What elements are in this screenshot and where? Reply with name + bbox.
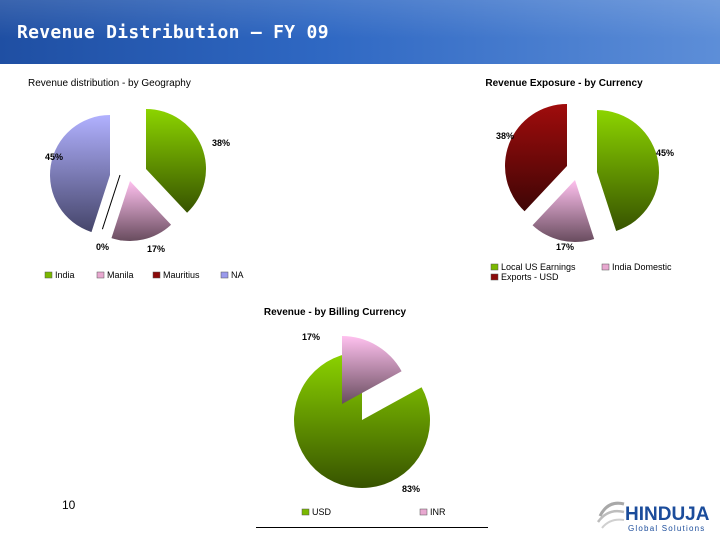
pie-slice [50, 115, 110, 233]
pie-chart-2: Revenue Exposure - by Currency 45% 17% 38% L… [485, 78, 674, 282]
pie-slice [342, 336, 402, 404]
legend-swatch [419, 508, 428, 516]
pie-slice [505, 104, 567, 212]
legend-swatch [220, 271, 229, 279]
pie-slice [294, 352, 431, 489]
legend-swatch [44, 271, 53, 279]
page-number: 10 [62, 498, 76, 512]
header-gloss [0, 0, 720, 64]
logo-wordmark: HINDUJA [625, 504, 710, 525]
legend-label: India Domestic [612, 262, 672, 272]
pie-slice [111, 181, 172, 241]
data-label: 45% [45, 152, 63, 162]
slide-title: Revenue Distribution – FY 09 [17, 22, 329, 43]
legend-label: USD [312, 507, 332, 517]
legend-label: INR [430, 507, 446, 517]
pie-chart-3: Revenue - by Billing Currency 83% 17% USD IN… [264, 307, 446, 517]
pie-slice [532, 180, 595, 242]
legend-swatch [490, 273, 499, 281]
pie-chart-1: Revenue distribution - by Geography 38% 17… [28, 78, 244, 280]
data-label: 83% [402, 484, 420, 494]
hinduja-logo: HINDUJA Global Solutions [596, 501, 710, 533]
legend-swatch [301, 508, 310, 516]
legend-label: Manila [107, 270, 134, 280]
pie-slice [597, 110, 659, 231]
data-label: 17% [556, 242, 574, 252]
data-label: 38% [496, 131, 514, 141]
chart-title: Revenue Exposure - by Currency [485, 78, 643, 89]
legend-label: Exports - USD [501, 272, 559, 282]
data-label: 45% [656, 148, 674, 158]
pie-slice [146, 109, 207, 213]
legend-label: NA [231, 270, 244, 280]
legend-label: Local US Earnings [501, 262, 576, 272]
data-label: 17% [302, 332, 320, 342]
pie-slice [101, 174, 121, 230]
legend-swatch [490, 263, 499, 271]
legend-swatch [152, 271, 161, 279]
data-label: 17% [147, 244, 165, 254]
data-label: 0% [96, 242, 109, 252]
chart-title: Revenue - by Billing Currency [264, 307, 407, 318]
legend-swatch [96, 271, 105, 279]
chart-title: Revenue distribution - by Geography [28, 78, 191, 89]
logo-tagline: Global Solutions [628, 524, 705, 533]
legend-label: Mauritius [163, 270, 200, 280]
header-bar [0, 0, 720, 64]
logo-swirl-icon [596, 501, 625, 529]
data-label: 38% [212, 138, 230, 148]
legend-label: India [55, 270, 75, 280]
footer-divider [256, 527, 488, 528]
legend-swatch [601, 263, 610, 271]
